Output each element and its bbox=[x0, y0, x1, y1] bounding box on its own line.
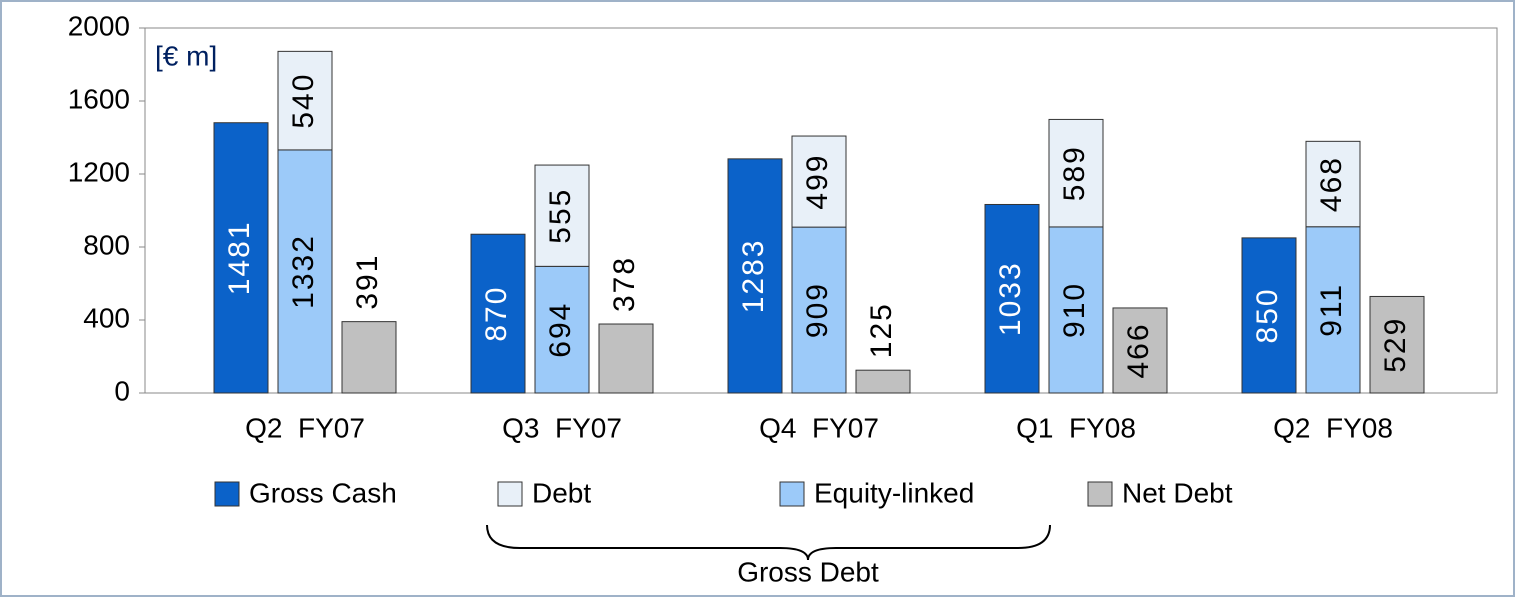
legend-swatch bbox=[214, 481, 240, 507]
annotation: Gross Debt bbox=[737, 556, 879, 587]
x-tick-label: Q1 FY08 bbox=[1016, 412, 1136, 443]
bar bbox=[727, 158, 783, 394]
data-label: 1283 bbox=[737, 239, 770, 314]
legend-swatch bbox=[1087, 481, 1113, 507]
x-tick-label: Q4 FY07 bbox=[759, 412, 879, 443]
data-label: 870 bbox=[480, 286, 513, 342]
unit-label: [€ m] bbox=[155, 40, 217, 71]
bar bbox=[534, 265, 590, 394]
bar bbox=[277, 50, 333, 151]
bar bbox=[1048, 118, 1104, 228]
legend-label: Gross Cash bbox=[249, 477, 397, 508]
data-label: 1481 bbox=[223, 220, 256, 295]
data-label: 468 bbox=[1315, 156, 1348, 212]
y-tick-label: 2000 bbox=[68, 10, 130, 41]
bar bbox=[984, 203, 1040, 394]
bar bbox=[791, 226, 847, 394]
bar bbox=[1369, 295, 1425, 394]
data-label: 466 bbox=[1122, 322, 1155, 378]
data-label: 555 bbox=[544, 188, 577, 244]
legend-label: Net Debt bbox=[1122, 477, 1233, 508]
bar bbox=[1048, 226, 1104, 394]
x-tick-label: Q2 FY07 bbox=[245, 412, 365, 443]
x-tick-label: Q3 FY07 bbox=[502, 412, 622, 443]
bar bbox=[598, 323, 654, 394]
data-label: 378 bbox=[608, 256, 641, 312]
y-tick-label: 0 bbox=[114, 375, 130, 406]
data-label: 499 bbox=[801, 154, 834, 210]
data-label: 910 bbox=[1058, 282, 1091, 338]
legend-label: Debt bbox=[532, 477, 591, 508]
data-label: 694 bbox=[544, 302, 577, 358]
data-label: 1332 bbox=[287, 234, 320, 309]
data-label: 391 bbox=[351, 254, 384, 310]
bar bbox=[1305, 140, 1361, 228]
legend-swatch bbox=[779, 481, 805, 507]
bar bbox=[277, 149, 333, 394]
data-label: 125 bbox=[865, 302, 898, 358]
y-tick-label: 1600 bbox=[68, 83, 130, 114]
brace bbox=[486, 524, 1051, 561]
bar bbox=[1112, 307, 1168, 394]
data-label: 1033 bbox=[994, 261, 1027, 336]
data-label: 909 bbox=[801, 282, 834, 338]
bar bbox=[1241, 237, 1297, 394]
bar bbox=[470, 233, 526, 394]
legend-label: Equity-linked bbox=[814, 477, 974, 508]
data-label: 529 bbox=[1379, 317, 1412, 373]
data-label: 911 bbox=[1315, 283, 1348, 337]
x-tick-label: Q2 FY08 bbox=[1273, 412, 1393, 443]
y-tick-label: 800 bbox=[83, 229, 130, 260]
y-tick-label: 1200 bbox=[68, 156, 130, 187]
data-label: 850 bbox=[1251, 287, 1284, 343]
data-label: 589 bbox=[1058, 145, 1091, 201]
y-tick-label: 400 bbox=[83, 302, 130, 333]
bar bbox=[341, 321, 397, 394]
legend-swatch bbox=[497, 481, 523, 507]
bar bbox=[534, 164, 590, 267]
bar bbox=[855, 369, 911, 394]
bar bbox=[1305, 226, 1361, 394]
bar bbox=[213, 122, 269, 394]
bar bbox=[791, 135, 847, 228]
data-label: 540 bbox=[287, 73, 320, 129]
